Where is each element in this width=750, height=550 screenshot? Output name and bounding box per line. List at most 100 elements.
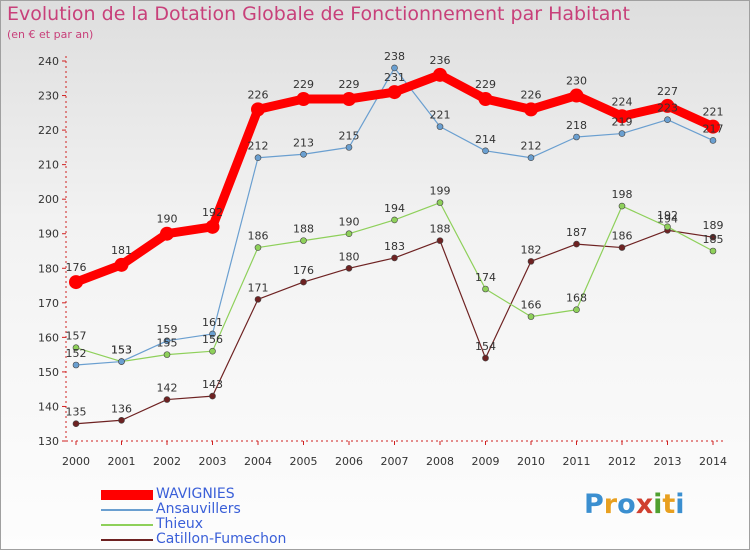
x-tick-label: 2002 (153, 455, 181, 468)
data-label: 230 (566, 75, 587, 88)
data-label: 155 (157, 337, 178, 350)
x-tick-label: 2004 (244, 455, 272, 468)
data-label: 213 (293, 136, 314, 149)
data-label: 194 (657, 212, 678, 225)
data-point (300, 278, 307, 286)
data-label: 227 (657, 85, 678, 98)
data-label: 181 (111, 244, 132, 257)
y-tick-label: 170 (38, 297, 59, 310)
data-point (345, 264, 353, 272)
data-label: 186 (248, 230, 269, 243)
data-label: 190 (157, 213, 178, 226)
data-point (615, 109, 629, 124)
data-point (391, 254, 398, 262)
data-point (254, 154, 262, 162)
logo-letter: i (653, 489, 663, 520)
chart-title: Evolution de la Dotation Globale de Fonc… (7, 3, 630, 25)
x-tick-label: 2007 (381, 455, 409, 468)
data-label: 185 (703, 233, 724, 246)
logo-letter: r (603, 489, 618, 520)
data-point (436, 123, 444, 130)
data-point (72, 361, 80, 369)
data-label: 231 (384, 71, 405, 84)
logo-letter: i (675, 489, 685, 520)
legend-item-catillon-fumechon: Catillon-Fumechon (101, 531, 361, 548)
data-point (205, 219, 220, 234)
chart-subtitle: (en € et par an) (7, 28, 94, 41)
x-tick-label: 2012 (608, 455, 636, 468)
data-point (69, 275, 83, 290)
data-point (664, 223, 671, 231)
data-label: 174 (475, 271, 496, 284)
data-point (478, 92, 493, 106)
data-point (209, 392, 216, 400)
legend-swatch-thieux (101, 524, 153, 526)
data-label: 224 (612, 95, 633, 108)
data-point (391, 64, 398, 72)
series-wavignies (69, 67, 720, 290)
data-labels-layer: 135 136 142 143 171 176 180 183 188 154 182 187 186 1… (66, 50, 724, 419)
x-tick-label: 2010 (517, 455, 545, 468)
y-tick-label: 240 (38, 55, 59, 68)
data-label: 186 (612, 230, 633, 243)
data-point (114, 257, 129, 272)
data-point (573, 306, 580, 314)
data-point (482, 285, 489, 293)
series-layer (69, 64, 720, 428)
y-tick-label: 200 (38, 193, 59, 206)
data-point (209, 330, 216, 338)
data-point (436, 199, 444, 206)
data-point (254, 244, 262, 251)
data-point (387, 85, 402, 100)
data-label: 229 (339, 78, 360, 91)
data-point (527, 258, 535, 265)
data-label: 157 (66, 330, 87, 343)
data-point (163, 337, 171, 345)
data-label: 215 (339, 129, 360, 142)
legend-item-thieux: Thieux (101, 516, 361, 533)
data-label: 176 (66, 261, 87, 274)
data-label: 135 (66, 406, 87, 419)
data-point (118, 416, 125, 424)
axes: 130 140 150 160 170 180 190 200 210 220 230 240 2000… (38, 55, 727, 468)
data-label: 236 (430, 54, 451, 67)
data-label: 214 (475, 133, 496, 146)
data-point (709, 247, 717, 255)
legend-label-wavignies: WAVIGNIES (156, 486, 235, 502)
data-point (254, 296, 262, 303)
data-label: 199 (430, 185, 451, 198)
data-point (664, 116, 671, 124)
series-ansauvillers (72, 64, 717, 369)
y-tick-label: 220 (38, 124, 59, 137)
logo-letter: P (584, 489, 604, 520)
data-point (706, 119, 720, 134)
data-label: 219 (612, 116, 633, 129)
data-label: 171 (248, 281, 269, 294)
data-label: 238 (384, 50, 405, 63)
data-label: 182 (521, 243, 542, 256)
x-tick-label: 2011 (563, 455, 591, 468)
data-label: 194 (384, 202, 405, 215)
data-point (391, 216, 398, 224)
data-point (569, 88, 584, 103)
y-tick-label: 160 (38, 331, 59, 344)
data-label: 192 (657, 209, 678, 222)
x-tick-label: 2013 (654, 455, 682, 468)
y-tick-label: 150 (38, 366, 59, 379)
legend-label-catillon-fumechon: Catillon-Fumechon (156, 531, 287, 547)
data-label: 190 (339, 216, 360, 229)
data-label: 188 (293, 223, 314, 236)
data-label: 156 (202, 333, 223, 346)
y-tick-label: 230 (38, 90, 59, 103)
data-point (660, 98, 675, 113)
data-label: 143 (202, 378, 223, 391)
data-label: 229 (293, 78, 314, 91)
data-point (163, 396, 171, 403)
data-point (573, 240, 580, 248)
data-label: 159 (157, 323, 178, 336)
y-tick-label: 130 (38, 435, 59, 448)
data-point (573, 133, 580, 141)
data-label: 183 (384, 240, 405, 253)
data-label: 229 (475, 78, 496, 91)
